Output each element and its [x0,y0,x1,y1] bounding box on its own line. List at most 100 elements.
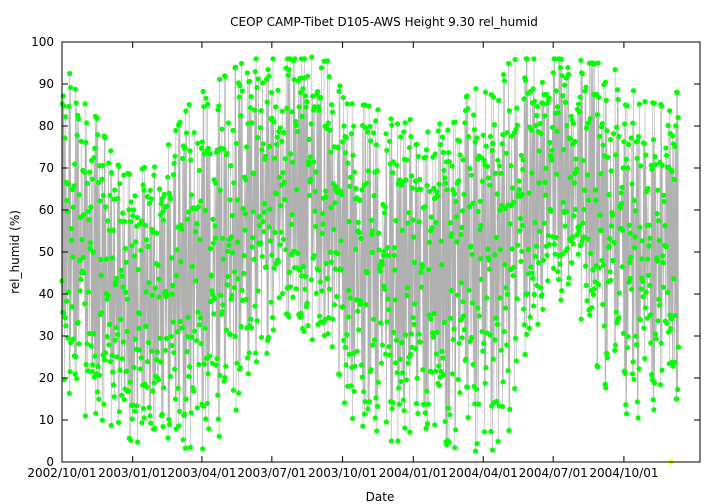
data-point [302,93,308,99]
data-point [386,138,393,144]
data-point [301,56,308,62]
data-point [528,264,534,270]
data-point [204,400,210,406]
data-point [265,67,271,73]
data-point [566,275,572,281]
data-point [151,380,157,386]
data-point [469,300,476,306]
data-point [245,121,251,127]
data-point [358,299,364,305]
data-point [651,100,657,106]
data-point [417,339,423,345]
data-point [212,235,218,241]
data-point [378,360,384,366]
data-point [340,95,346,101]
data-point [439,262,445,268]
data-point [418,269,424,275]
data-point [295,128,301,135]
data-point [138,355,144,361]
data-point [267,238,273,244]
data-point [488,429,494,435]
data-point [268,299,274,305]
data-point [449,371,456,377]
data-point [436,382,442,389]
data-point [146,404,152,411]
data-point [429,369,435,375]
data-point [286,269,293,275]
data-point [513,126,519,132]
data-point [67,85,74,91]
data-point [122,218,128,224]
data-point [201,104,207,110]
data-point [519,191,525,197]
data-point [538,130,544,136]
data-point [254,318,260,324]
data-point [571,180,577,186]
data-point [172,153,178,159]
data-point [310,93,316,99]
data-point [419,262,426,268]
data-point [564,209,570,215]
data-point [347,183,353,189]
data-point [670,363,676,369]
data-point [536,180,542,186]
data-point [461,313,467,319]
data-point [398,379,404,385]
data-point [371,316,377,322]
data-point [118,267,124,273]
data-point [128,199,134,205]
data-point [452,445,458,451]
data-point [388,116,394,122]
data-point [347,295,353,301]
data-point [198,145,205,151]
data-point [283,247,289,253]
data-point [225,120,231,126]
data-point [520,157,526,163]
data-point [359,374,365,380]
data-point [236,94,242,100]
data-point [622,370,628,376]
data-point [487,332,493,338]
data-point [576,228,582,234]
data-point [343,150,349,156]
data-point [389,170,396,176]
data-point [487,133,494,139]
data-point [619,264,626,270]
data-point [135,439,141,445]
data-point [484,295,490,301]
data-point [668,326,674,332]
data-point [581,206,587,213]
data-point [636,366,642,372]
data-point [120,339,127,345]
data-point [413,400,419,407]
x-tick-label: 2004/04/01 [449,466,518,480]
data-point [458,280,464,286]
data-point [663,244,669,250]
data-point [234,197,240,203]
data-point [531,291,538,297]
data-point [486,175,492,181]
data-point [644,315,650,321]
data-point [365,168,371,174]
data-point [197,322,203,328]
data-point [422,204,428,210]
y-tick-label: 80 [39,119,54,133]
data-point [493,234,499,241]
data-point [472,401,478,407]
data-point [604,128,610,134]
data-point [183,396,189,402]
data-point [342,344,348,351]
data-point [440,149,446,155]
data-point [519,248,525,254]
data-point [426,239,432,245]
data-point [669,316,675,322]
data-point [85,209,91,215]
data-point [288,221,294,227]
data-point [577,223,583,229]
data-point [590,292,597,298]
data-point [498,170,504,176]
data-point [64,298,70,304]
data-point [284,105,290,111]
data-point [459,335,465,341]
data-point [164,203,170,209]
